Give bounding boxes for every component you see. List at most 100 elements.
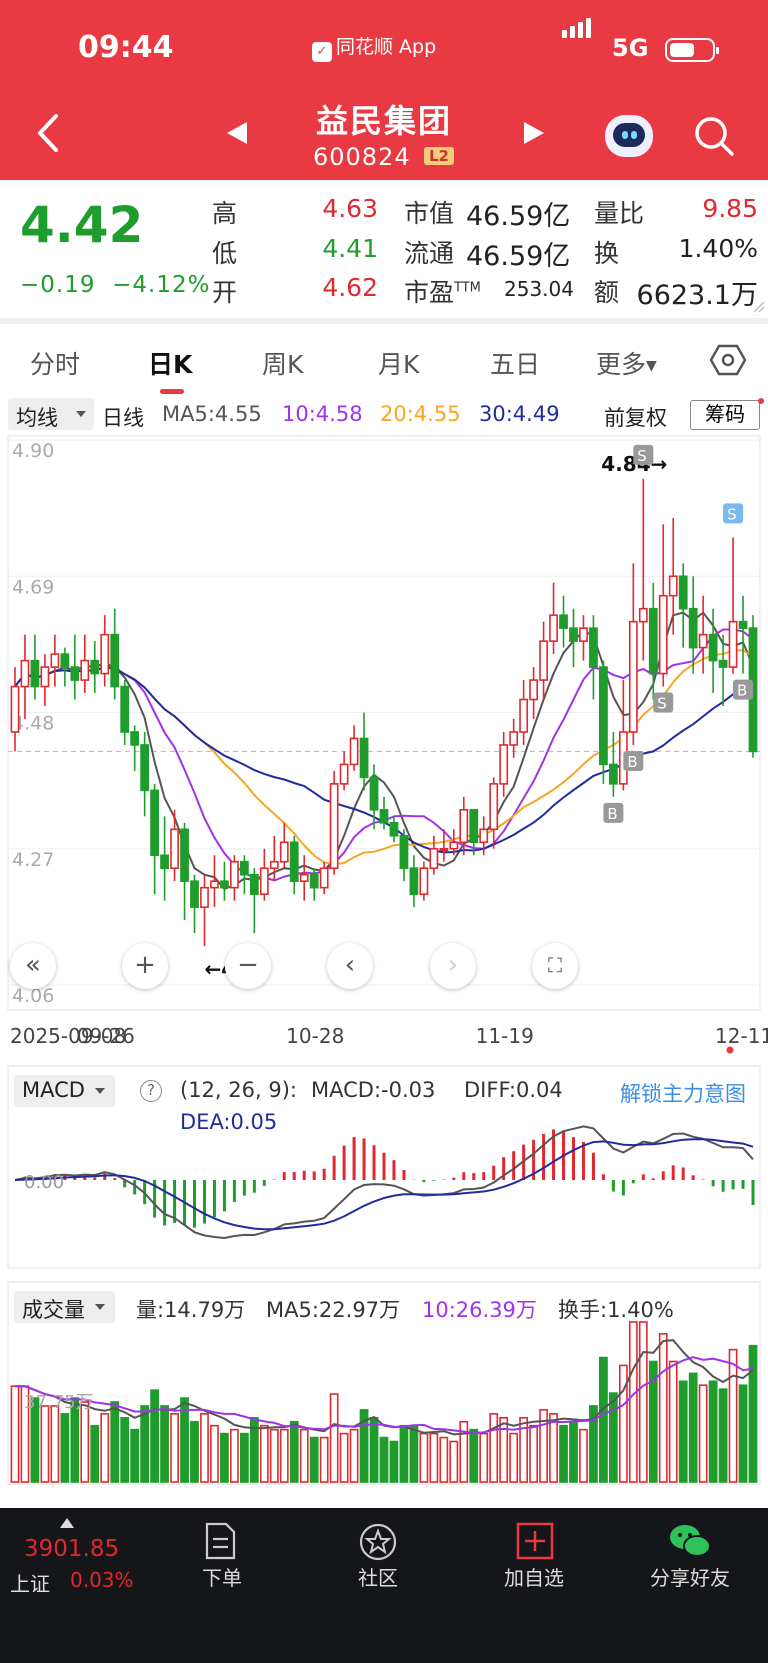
candle-body [708, 633, 718, 662]
float-label: 流通 [404, 239, 455, 268]
community-star-icon[interactable] [358, 1522, 398, 1562]
nav-community[interactable]: 社区 [358, 1566, 398, 1590]
volume-bar [708, 1380, 718, 1483]
tab-monthly-k[interactable]: 月K [378, 350, 420, 379]
tab-more[interactable]: 更多▼ [596, 345, 657, 381]
scroll-left-button[interactable]: ‹ [327, 943, 373, 989]
trade-signal-letter: S [657, 695, 667, 713]
y-tick-label: 4.69 [12, 576, 54, 598]
prev-stock-arrow-icon[interactable] [227, 122, 247, 144]
unlock-link[interactable]: 解锁主力意图 [620, 1082, 746, 1106]
kline-chart[interactable]: 4.904.694.484.274.064.84→←4.12SSSBBB2025… [0, 0, 768, 1500]
candle-body [220, 880, 229, 889]
candle-body [90, 659, 100, 675]
candle-body [150, 789, 160, 857]
volume-bar [190, 1420, 199, 1483]
trade-signal-letter: B [607, 805, 617, 823]
next-stock-arrow-icon[interactable] [524, 122, 544, 144]
candle-body [529, 679, 538, 701]
candle-body [249, 873, 259, 895]
indicator-select[interactable]: 均线 [8, 398, 94, 430]
candle-body [289, 841, 299, 882]
rewind-button[interactable]: « [10, 943, 56, 989]
volume-bar [80, 1401, 90, 1483]
ma30-value: 30:4.49 [479, 402, 560, 426]
volume-bar [150, 1389, 160, 1483]
zoom-in-button[interactable]: + [122, 943, 168, 989]
candle-body [559, 614, 568, 629]
volume-bar [628, 1321, 638, 1483]
macd-zero-label: 0.00 [24, 1172, 65, 1193]
volume-select[interactable]: 成交量 [14, 1291, 115, 1323]
candle-body [389, 821, 399, 837]
mcap-value: 46.59亿 [466, 201, 571, 232]
volume-bar [180, 1397, 189, 1483]
change-value: −0.19 [20, 272, 96, 298]
candle-body [339, 763, 349, 785]
zoom-out-button[interactable]: − [225, 943, 271, 989]
volume-bar [339, 1432, 349, 1483]
candle-body [60, 653, 70, 668]
tab-five-day[interactable]: 五日 [490, 350, 541, 379]
trade-signal-badge [653, 692, 674, 713]
stock-name: 益民集团 [315, 102, 452, 140]
volume-bar [200, 1413, 209, 1483]
wechat-icon[interactable] [668, 1522, 712, 1560]
candle-body [210, 880, 219, 889]
scroll-right-button[interactable]: › [430, 943, 476, 989]
tab-weekly-k[interactable]: 周K [262, 350, 304, 379]
back-arrow-icon[interactable] [28, 108, 68, 158]
dea-line [14, 1138, 754, 1231]
bottom-nav: 3901.85 上证 0.03% 下单 社区 加自选 分享好友 [0, 1508, 768, 1663]
candle-body [40, 666, 50, 688]
macd-frame [7, 1065, 761, 1269]
index-value[interactable]: 3901.85 [24, 1536, 120, 1562]
status-time: 09:44 [78, 30, 174, 65]
volume-bar [160, 1405, 169, 1483]
candle-body [439, 847, 449, 852]
volume-bar [439, 1436, 449, 1483]
turnover-label: 换 [594, 239, 620, 268]
search-icon[interactable] [692, 114, 736, 158]
low-value: 4.41 [322, 234, 378, 263]
chip-distribution-button[interactable]: 筹码 [690, 400, 760, 430]
ai-robot-icon[interactable] [605, 115, 653, 157]
candle-body [319, 867, 329, 889]
x-axis-label: 11-19 [476, 1024, 534, 1048]
fullscreen-button[interactable]: ⛶ [532, 943, 578, 989]
volume-bar [249, 1417, 259, 1483]
price-adjust-toggle[interactable]: 前复权 [604, 406, 667, 430]
order-document-icon[interactable] [202, 1522, 238, 1560]
tab-daily-k[interactable]: 日K [148, 350, 193, 379]
volume-ma10: 10:26.39万 [422, 1298, 537, 1322]
macd-select[interactable]: MACD [14, 1075, 115, 1107]
candle-body [269, 860, 279, 870]
candle-body [110, 633, 120, 688]
low-label: 低 [212, 239, 238, 268]
volume-bar [748, 1344, 758, 1483]
add-watchlist-icon[interactable] [516, 1522, 554, 1560]
expand-corner-icon[interactable] [752, 300, 766, 314]
change-percent: −4.12% [112, 272, 211, 298]
network-type: 5G [612, 34, 649, 62]
open-label: 开 [212, 278, 238, 307]
nav-add-watchlist[interactable]: 加自选 [504, 1566, 564, 1590]
candle-body [489, 783, 499, 831]
settings-hexagon-icon[interactable] [710, 342, 746, 378]
candle-body [449, 841, 459, 850]
macd-params: (12, 26, 9): [180, 1078, 297, 1102]
nav-share[interactable]: 分享好友 [650, 1566, 730, 1590]
volume-bar [389, 1440, 399, 1483]
x-axis-label: 10-28 [286, 1024, 344, 1048]
candle-body [409, 867, 419, 895]
candle-body [349, 737, 359, 766]
trade-signal-letter: B [627, 753, 637, 771]
help-icon[interactable]: ? [140, 1080, 162, 1102]
volume-bar [319, 1436, 329, 1483]
candle-body [160, 854, 169, 870]
nav-order[interactable]: 下单 [202, 1566, 242, 1590]
candle-body [369, 776, 379, 811]
tab-intraday[interactable]: 分时 [30, 350, 81, 379]
trade-signal-letter: S [727, 505, 737, 523]
candle-body [459, 809, 469, 844]
